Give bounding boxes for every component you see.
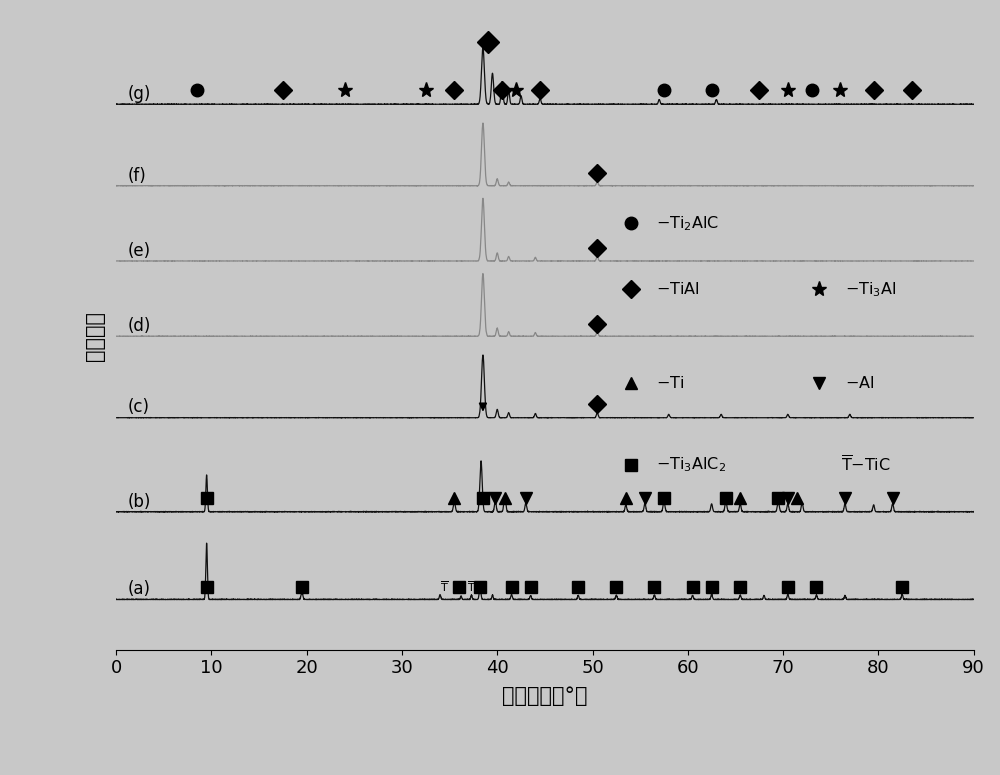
X-axis label: 衍射角度（°）: 衍射角度（°） [502,686,588,706]
Text: (b): (b) [128,493,151,511]
Text: $\mathregular{-Ti_2AlC}$: $\mathregular{-Ti_2AlC}$ [656,214,719,232]
Text: (f): (f) [128,167,146,184]
Text: (a): (a) [128,580,151,598]
Text: $\mathregular{-Ti_3AlC_2}$: $\mathregular{-Ti_3AlC_2}$ [656,456,726,474]
Y-axis label: 相对强度: 相对强度 [85,312,105,361]
Text: $\mathregular{-Al}$: $\mathregular{-Al}$ [845,375,874,391]
Text: $\mathregular{-Ti_3Al}$: $\mathregular{-Ti_3Al}$ [845,280,896,298]
Text: $\overline{\mathrm{T}}$: $\overline{\mathrm{T}}$ [467,580,476,594]
Text: (d): (d) [128,317,151,335]
Text: (c): (c) [128,398,150,416]
Text: (g): (g) [128,85,151,103]
Text: $\mathregular{-Ti}$: $\mathregular{-Ti}$ [656,375,685,391]
Text: (e): (e) [128,242,151,260]
Text: $\mathregular{-TiAl}$: $\mathregular{-TiAl}$ [656,281,700,297]
Text: $\overline{\mathrm{T}}\mathregular{-TiC}$: $\overline{\mathrm{T}}\mathregular{-TiC}… [841,455,890,475]
Text: $\overline{\mathrm{T}}$: $\overline{\mathrm{T}}$ [440,580,449,594]
